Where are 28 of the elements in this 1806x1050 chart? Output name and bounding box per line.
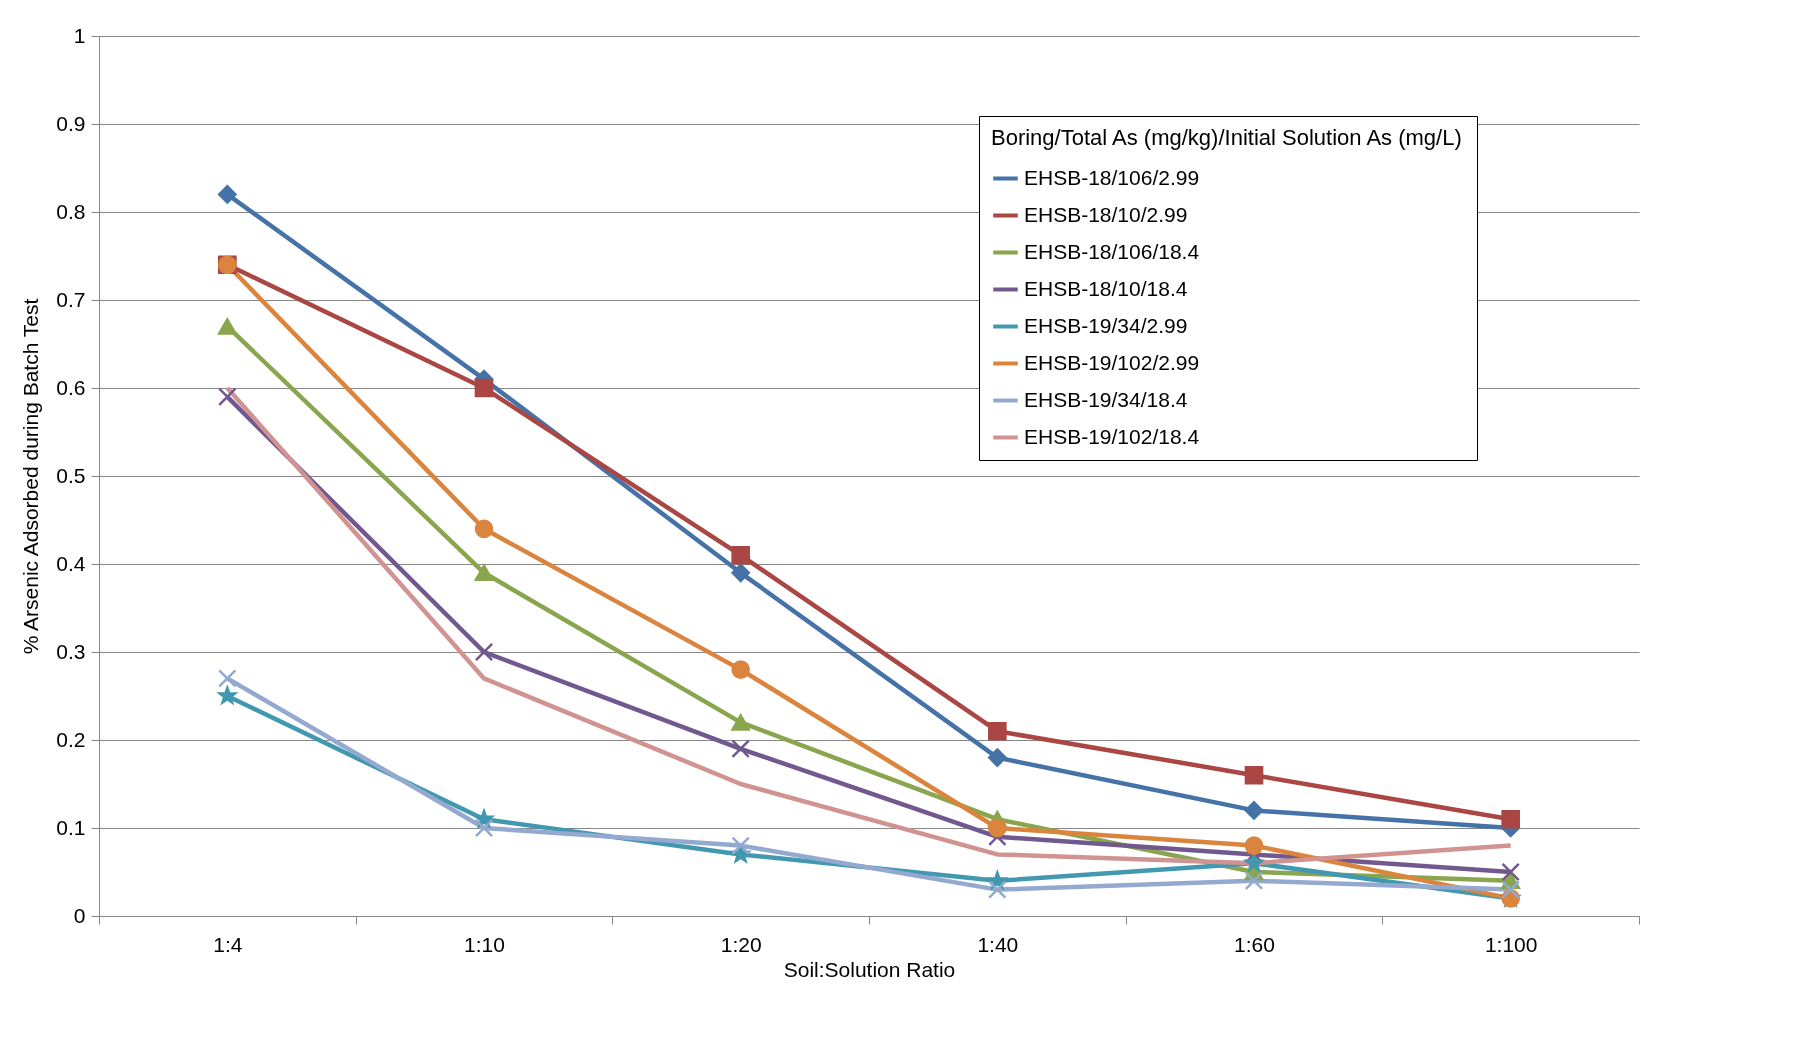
legend-label: EHSB-18/10/2.99 [1024,202,1188,226]
y-tick-label: 0.3 [56,639,86,663]
y-tick-label: 0.5 [56,463,86,487]
y-tick-label: 0.9 [56,111,86,135]
x-axis-title: Soil:Solution Ratio [783,957,956,981]
y-tick-label: 0.6 [56,375,86,399]
y-tick-label: 0.1 [56,815,86,839]
x-tick-label: 1:100 [1484,932,1538,956]
y-tick-label: 0 [73,903,86,927]
x-tick-label: 1:10 [464,932,505,956]
legend-title: Boring/Total As (mg/kg)/Initial Solution As (mg/L) [991,125,1462,150]
x-tick-label: 1:4 [213,932,243,956]
legend-label: EHSB-18/10/18.4 [1024,276,1188,300]
legend-label: EHSB-19/102/18.4 [1024,424,1200,448]
y-tick-label: 0.7 [56,287,86,311]
x-tick-label: 1:40 [977,932,1019,956]
legend-label: EHSB-19/34/18.4 [1024,387,1188,411]
y-tick-label: 0.2 [56,727,86,751]
y-tick-label: 0.8 [56,199,86,223]
legend-label: EHSB-18/106/2.99 [1024,165,1200,189]
y-tick-label: 0.4 [56,551,86,575]
legend-label: EHSB-19/102/2.99 [1024,350,1200,374]
x-tick-label: 1:60 [1234,932,1275,956]
y-tick-label: 1 [73,23,86,47]
legend-label: EHSB-19/34/2.99 [1024,313,1188,337]
y-axis-title: % Arsenic Adsorbed during Batch Test [19,298,43,655]
x-tick-label: 1:20 [720,932,762,956]
legend-label: EHSB-18/106/18.4 [1024,239,1200,263]
